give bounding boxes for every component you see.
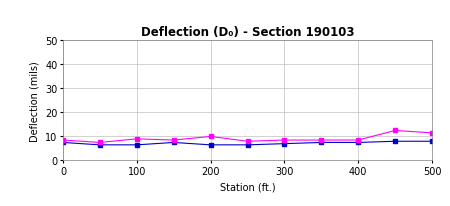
8/3/1995 (208, 144, 213, 146)
10/13/1999 (60, 139, 66, 142)
10/13/1999 (319, 139, 324, 142)
10/13/1999 (392, 130, 398, 132)
8/3/1995 (392, 140, 398, 143)
10/13/1999 (282, 139, 287, 142)
8/3/1995 (429, 140, 435, 143)
10/13/1999 (134, 138, 140, 140)
8/3/1995 (319, 142, 324, 144)
8/3/1995 (134, 144, 140, 146)
Line: 10/13/1999: 10/13/1999 (61, 128, 434, 145)
8/3/1995 (60, 142, 66, 144)
X-axis label: Station (ft.): Station (ft.) (220, 182, 275, 192)
10/13/1999 (429, 132, 435, 135)
10/13/1999 (171, 139, 176, 142)
Line: 8/3/1995: 8/3/1995 (61, 139, 434, 147)
10/13/1999 (208, 136, 213, 138)
Y-axis label: Deflection (mils): Deflection (mils) (30, 61, 40, 141)
10/13/1999 (97, 142, 103, 144)
8/3/1995 (171, 142, 176, 144)
8/3/1995 (245, 144, 250, 146)
10/13/1999 (356, 139, 361, 142)
10/13/1999 (245, 140, 250, 143)
8/3/1995 (97, 144, 103, 146)
8/3/1995 (356, 142, 361, 144)
8/3/1995 (282, 143, 287, 145)
Title: Deflection (D₀) - Section 190103: Deflection (D₀) - Section 190103 (141, 26, 354, 39)
